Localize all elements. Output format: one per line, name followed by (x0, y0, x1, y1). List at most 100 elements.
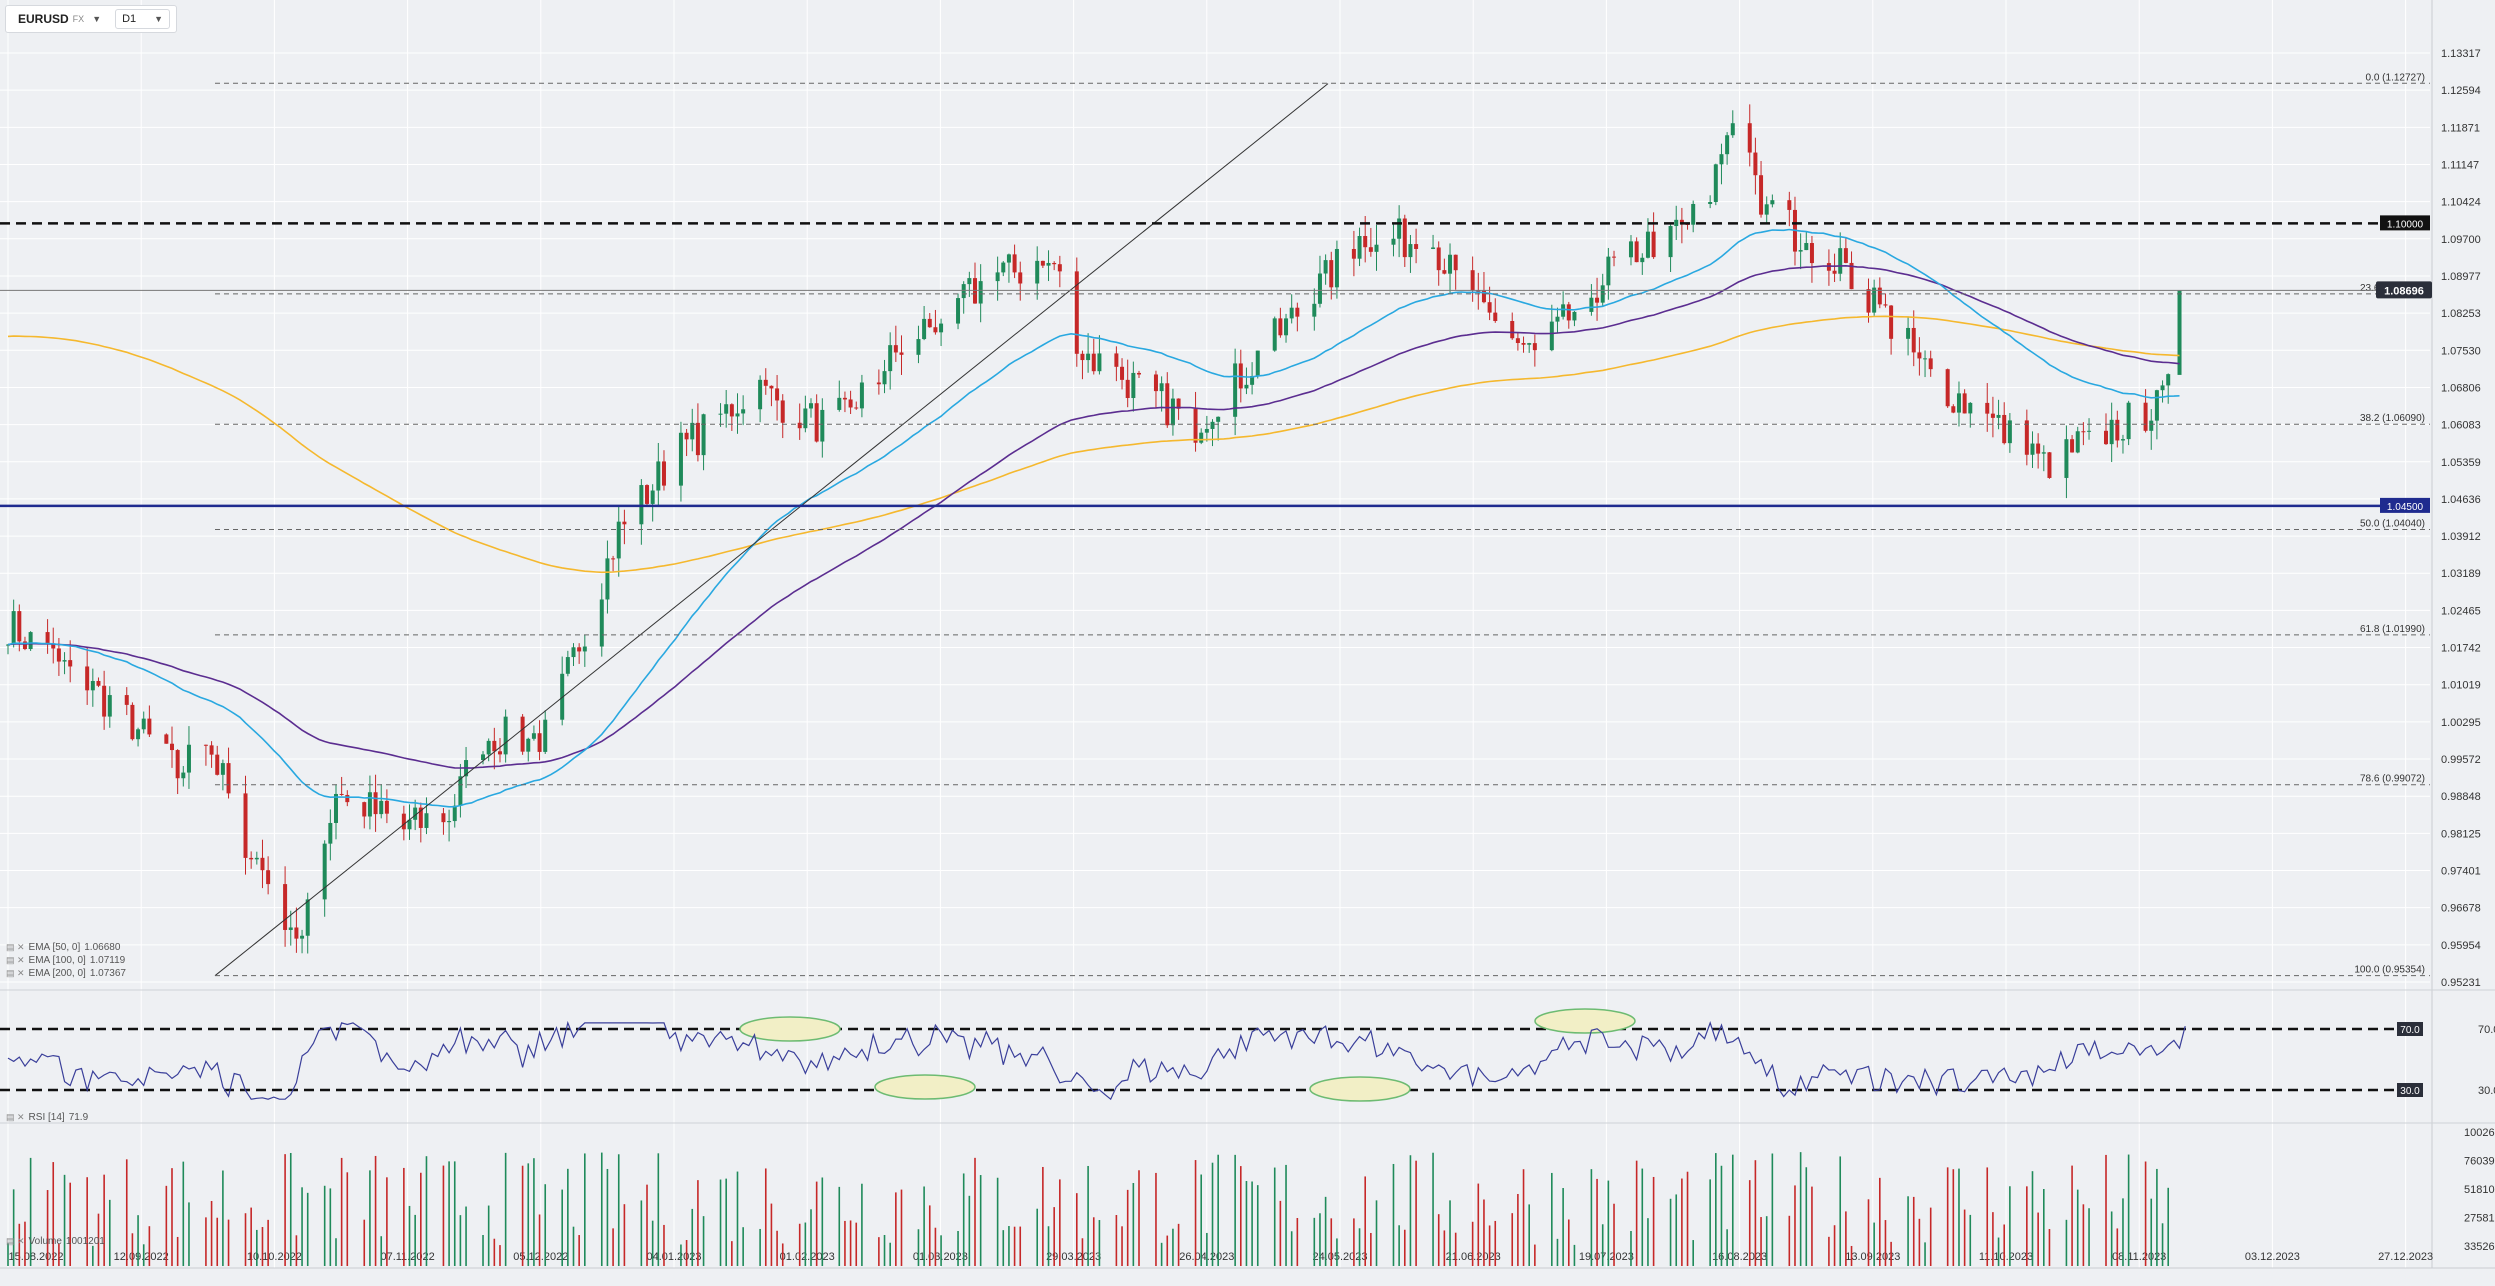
price-axis-label: 0.98848 (2441, 791, 2481, 803)
candle-body (1289, 307, 1294, 319)
interval-selector[interactable]: D1 ▼ (115, 9, 171, 29)
legend-ema50-label: EMA [50, 0] (28, 942, 81, 953)
volume-bar (1828, 1236, 1830, 1266)
volume-bar (1726, 1229, 1728, 1266)
candle-body (1906, 327, 1911, 339)
volume-bar (1059, 1179, 1061, 1266)
volume-bar (2043, 1189, 2045, 1266)
candle-body (209, 745, 214, 755)
candle-body (978, 281, 983, 304)
volume-bar (86, 1177, 88, 1266)
candle-body (1764, 204, 1769, 215)
time-axis-label: 10.10.2022 (247, 1251, 302, 1263)
candle-body (2002, 414, 2007, 444)
candle-body (1866, 289, 1871, 313)
volume-bar (306, 1192, 309, 1266)
volume-bar (2122, 1198, 2124, 1266)
candle-body (775, 388, 780, 401)
volume-bar (719, 1179, 722, 1266)
settings-icon[interactable]: ▤ ✕ (6, 942, 25, 952)
settings-icon[interactable]: ▤ ✕ (6, 1236, 25, 1246)
volume-bar (680, 1244, 682, 1266)
candle-body (441, 813, 446, 823)
candle-body (661, 461, 666, 486)
volume-bar (1403, 1229, 1406, 1266)
candle-body (1510, 321, 1515, 339)
price-axis-label: 0.99572 (2441, 754, 2481, 766)
candle-body (1040, 260, 1045, 266)
candle-body (288, 927, 293, 930)
legend-ema100[interactable]: ▤ ✕ EMA [100, 0] 1.07119 (6, 955, 125, 966)
volume-bar (2071, 1165, 2073, 1266)
volume-bar (1200, 1174, 1203, 1266)
volume-bar (1771, 1153, 1774, 1266)
settings-icon[interactable]: ▤ ✕ (6, 955, 25, 965)
volume-bar (1251, 1181, 1253, 1266)
volume-bar (1239, 1166, 1242, 1266)
fib-level-label: 78.6 (0.99072) (2360, 774, 2425, 785)
volume-bar (979, 1175, 982, 1266)
volume-bar (697, 1180, 699, 1266)
candle-body (1391, 238, 1396, 245)
candle-body (492, 740, 497, 752)
candle-body (186, 744, 191, 773)
rsi-level-tag (2397, 1083, 2423, 1097)
volume-bar (1206, 1232, 1208, 1266)
candle-body (1962, 393, 1967, 414)
volume-bar (1805, 1167, 1808, 1266)
candle-body (814, 403, 819, 442)
volume-bar (1715, 1153, 1717, 1266)
price-axis-label: 1.08253 (2441, 308, 2481, 320)
volume-bar (329, 1188, 332, 1266)
candle-body (695, 422, 700, 456)
candle-body (2160, 385, 2165, 391)
volume-bar (544, 1184, 547, 1266)
candle-body (616, 521, 621, 559)
volume-bar (663, 1224, 665, 1266)
candle-body (407, 819, 412, 830)
time-axis-label: 05.12.2022 (513, 1251, 568, 1263)
candle-body (1193, 408, 1198, 443)
candle-body (543, 719, 548, 752)
candle-body (820, 409, 825, 442)
volume-bar (46, 1190, 49, 1266)
candle-body (2081, 431, 2086, 433)
volume-bar (572, 1226, 575, 1266)
candle-body (2087, 430, 2092, 432)
volume-bar (1596, 1178, 1598, 1266)
candle-body (837, 397, 842, 410)
candle-body (384, 800, 389, 814)
volume-bar (1324, 1196, 1327, 1266)
candle-body (888, 345, 893, 372)
candle-body (656, 461, 661, 491)
legend-rsi[interactable]: ▤ ✕ RSI [14] 71.9 (6, 1112, 88, 1123)
volume-bar (1313, 1217, 1316, 1266)
settings-icon[interactable]: ▤ ✕ (6, 968, 25, 978)
candle-body (220, 763, 225, 775)
candle-body (458, 776, 463, 806)
candle-body (1928, 358, 1933, 370)
volume-bar (2003, 1224, 2006, 1266)
legend-ema200[interactable]: ▤ ✕ EMA [200, 0] 1.07367 (6, 968, 126, 979)
volume-bar (1454, 1232, 1457, 1266)
volume-bar (928, 1205, 931, 1266)
volume-bar (1958, 1168, 1960, 1266)
candle-body (1255, 350, 1260, 377)
volume-bar (2110, 1211, 2113, 1266)
volume-bar (1290, 1231, 1293, 1266)
candle-body (577, 647, 582, 652)
chevron-down-icon: ▼ (154, 14, 164, 24)
candle-body (1216, 416, 1221, 422)
candle-body (1595, 297, 1600, 303)
legend-ema50[interactable]: ▤ ✕ EMA [50, 0] 1.06680 (6, 942, 120, 953)
candle-body (961, 284, 966, 299)
price-axis-label: 1.09700 (2441, 234, 2481, 246)
candle-body (1448, 254, 1453, 274)
symbol-selector[interactable]: EURUSD FX ▼ (6, 12, 109, 26)
volume-bar (1573, 1244, 1576, 1266)
settings-icon[interactable]: ▤ ✕ (6, 1112, 25, 1122)
volume-bar (442, 1165, 445, 1266)
candle-body (1012, 254, 1017, 273)
legend-volume[interactable]: ▤ ✕ Volume 1001201 (6, 1236, 105, 1247)
